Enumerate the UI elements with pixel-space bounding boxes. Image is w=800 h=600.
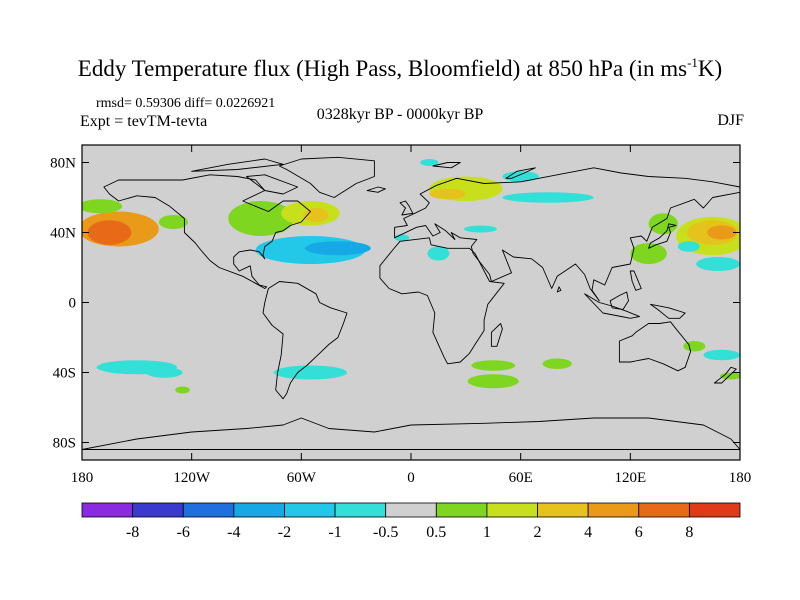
coastline-madagascar [490, 323, 503, 347]
anomaly-patch-15 [427, 246, 450, 261]
anomaly-patch-14 [502, 192, 594, 203]
anomaly-patch-12 [420, 159, 439, 166]
coastline-new-zealand [713, 366, 737, 384]
anomaly-patch-2 [82, 199, 123, 214]
coastline-arctic-islands [191, 158, 284, 172]
lat-tick-label: 40S [53, 366, 76, 382]
anomaly-patch-13 [502, 171, 539, 182]
colorbar-label: -1 [328, 524, 341, 541]
colorbar-swatch [638, 502, 690, 518]
stats-text: rmsd= 0.59306 diff= 0.0226921 [96, 96, 276, 111]
anomaly-patch-22 [696, 257, 740, 271]
coastline-new-guinea [649, 303, 686, 319]
lon-tick-label: 60W [287, 470, 317, 486]
coastline-iceland [366, 186, 386, 193]
anomaly-patch-17 [648, 213, 678, 235]
colorbar-swatch [284, 502, 336, 518]
colorbar-swatch [334, 502, 387, 518]
colorbar-swatch [435, 502, 488, 518]
lon-tick-label: 120W [173, 470, 211, 486]
lat-tick-label: 80S [53, 436, 76, 452]
colorbar-label: 2 [534, 524, 542, 541]
lat-tick-label: 80N [50, 156, 76, 172]
colorbar-label: -4 [227, 524, 240, 541]
colorbar-swatch [537, 502, 589, 518]
anomaly-patch-4 [228, 201, 295, 236]
coastline-borneo [609, 291, 629, 310]
colorbar-label: 6 [635, 524, 643, 541]
colorbar-swatch [688, 502, 741, 518]
colorbar-swatch [182, 502, 235, 518]
coastline-novaya-zemlya [505, 167, 536, 179]
anomaly-patch-16 [464, 225, 497, 233]
lon-tick-label: 0 [407, 470, 415, 486]
colorbar-label: -2 [278, 524, 291, 541]
coastline-africa [379, 237, 505, 365]
anomaly-patch-3 [158, 215, 189, 229]
coastline-antarctica [82, 417, 740, 450]
colorbar-label: -0.5 [373, 524, 398, 541]
anomaly-patch-32 [703, 349, 740, 361]
coastline-north-america [103, 174, 311, 289]
lon-tick-label: 180 [729, 470, 752, 486]
colorbar-label: 4 [584, 524, 592, 541]
colorbar-label: -6 [177, 524, 190, 541]
lon-tick-label: 60E [509, 470, 533, 486]
anomaly-patch-8 [304, 241, 371, 256]
coastline-south-america [262, 281, 348, 400]
coastline-philippines [629, 270, 642, 291]
colorbar-swatch [587, 502, 640, 518]
anomaly-patch-26 [273, 365, 348, 380]
anomaly-patch-27 [175, 386, 190, 394]
colorbar-swatch [81, 502, 134, 518]
anomaly-patch-28 [471, 360, 516, 371]
anomaly-patch-6 [303, 208, 329, 222]
coastline-japan [648, 223, 677, 249]
colorbar-label: -8 [126, 524, 139, 541]
anomaly-patch-1 [87, 220, 132, 245]
map-background [82, 145, 740, 460]
anomaly-patch-11 [429, 188, 466, 200]
map-plot-area [82, 145, 740, 460]
anomaly-patch-18 [630, 243, 667, 264]
colorbar-swatch [233, 502, 285, 518]
colorbar-label: 8 [685, 524, 693, 541]
anomaly-patch-25 [145, 367, 183, 378]
experiment-label: Expt = tevTM-tevta [80, 113, 208, 130]
coastline-eurasia [394, 167, 740, 302]
anomaly-patch-23 [677, 241, 700, 252]
coastline-greenland [278, 156, 375, 198]
anomaly-layer [82, 159, 740, 394]
anomaly-patch-29 [542, 358, 572, 369]
lat-tick-label: 40N [50, 226, 76, 242]
anomaly-patch-30 [467, 374, 519, 389]
coastline-australia [618, 321, 692, 372]
anomaly-patch-31 [683, 341, 706, 352]
coastline-svalbard [432, 162, 461, 169]
colorbar: -8 -6 -4 -2 -1 -0.5 0.5 1 2 4 6 8 [81, 502, 741, 541]
colorbar-label: 0.5 [426, 524, 446, 541]
lat-tick-label: 0 [69, 296, 77, 312]
lon-tick-label: 180 [71, 470, 94, 486]
season-label: DJF [717, 112, 744, 129]
coastline-layer [82, 156, 740, 450]
colorbar-label: 1 [483, 524, 491, 541]
coastline-uk [399, 200, 414, 216]
colorbar-swatch [486, 502, 538, 518]
axis-ticks: 80N 40N 0 40S 80S 180 120W 60W 0 60E 120E 180 [50, 145, 751, 486]
coastline-baffin [246, 174, 299, 195]
colorbar-swatch [132, 502, 184, 518]
coastline-indonesia [584, 293, 640, 319]
colorbar-swatch [385, 502, 437, 518]
anomaly-patch-21 [707, 225, 737, 240]
coastline-sri-lanka [556, 286, 562, 293]
lon-tick-label: 120E [614, 470, 646, 486]
period-label: 0328kyr BP - 0000kyr BP [316, 106, 484, 123]
map-title: Eddy Temperature flux (High Pass, Bloomf… [77, 55, 723, 81]
